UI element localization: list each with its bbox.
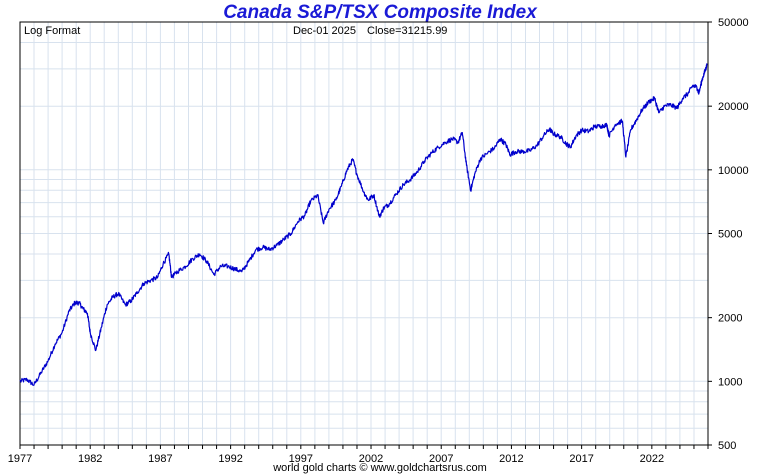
x-tick-label: 1982 [78, 453, 102, 465]
y-tick-label: 10000 [718, 165, 749, 177]
y-tick-label: 500 [718, 440, 736, 452]
y-tick-label: 5000 [718, 229, 742, 241]
y-tick-label: 2000 [718, 313, 742, 325]
x-tick-label: 1987 [148, 453, 172, 465]
footer-credit: world gold charts © www.goldchartsrus.co… [273, 462, 487, 474]
x-tick-label: 2012 [499, 453, 523, 465]
y-tick-label: 1000 [718, 376, 742, 388]
y-tick-label: 20000 [718, 101, 749, 113]
x-tick-label: 1997 [289, 453, 313, 465]
y-tick-label: 50000 [718, 17, 749, 29]
last-close-label: Close=31215.99 [367, 25, 447, 37]
x-tick-label: 2002 [359, 453, 383, 465]
last-date-label: Dec-01 2025 [293, 25, 356, 37]
scale-label: Log Format [24, 25, 80, 37]
x-axis: 1977 1982 1987 1992 1997 2002 2007 2012 2017 2022 [8, 445, 709, 465]
y-axis: 500 1000 2000 5000 10000 20000 50000 [708, 17, 749, 452]
x-tick-label: 1992 [218, 453, 242, 465]
grid [20, 22, 708, 445]
x-tick-label: 2022 [640, 453, 664, 465]
x-tick-label: 1977 [8, 453, 32, 465]
x-tick-label: 2007 [429, 453, 453, 465]
series-line [19, 63, 708, 386]
chart-title: Canada S&P/TSX Composite Index [223, 2, 537, 23]
x-tick-label: 2017 [569, 453, 593, 465]
